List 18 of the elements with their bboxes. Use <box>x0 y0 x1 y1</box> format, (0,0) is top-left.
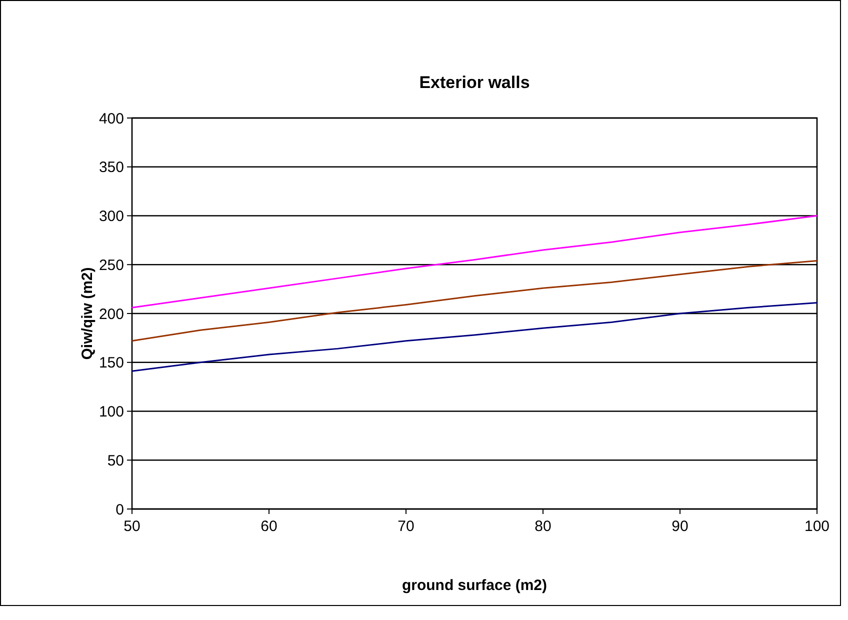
x-axis-title: ground surface (m2) <box>402 577 548 594</box>
y-axis-title: Qiw/qiw (m2) <box>79 267 96 360</box>
x-tick-label: 90 <box>672 518 688 535</box>
y-tick-label: 300 <box>98 208 124 225</box>
x-tick-label: 80 <box>534 518 552 535</box>
y-tick-label: 100 <box>98 404 124 420</box>
y-tick-label: 0 <box>116 501 124 518</box>
y-tick-label: 400 <box>98 110 124 128</box>
y-tick-label: 50 <box>107 452 124 470</box>
x-tick-label: 100 <box>804 518 830 535</box>
y-tick-label: 200 <box>98 306 124 323</box>
chart-title: Exterior walls <box>419 73 530 92</box>
x-tick-label: 70 <box>398 518 414 535</box>
y-tick-label: 250 <box>98 256 124 274</box>
y-tick-label: 350 <box>98 159 124 176</box>
x-tick-label: 60 <box>260 518 278 535</box>
y-tick-label: 150 <box>98 354 124 372</box>
x-tick-label: 50 <box>124 518 140 535</box>
